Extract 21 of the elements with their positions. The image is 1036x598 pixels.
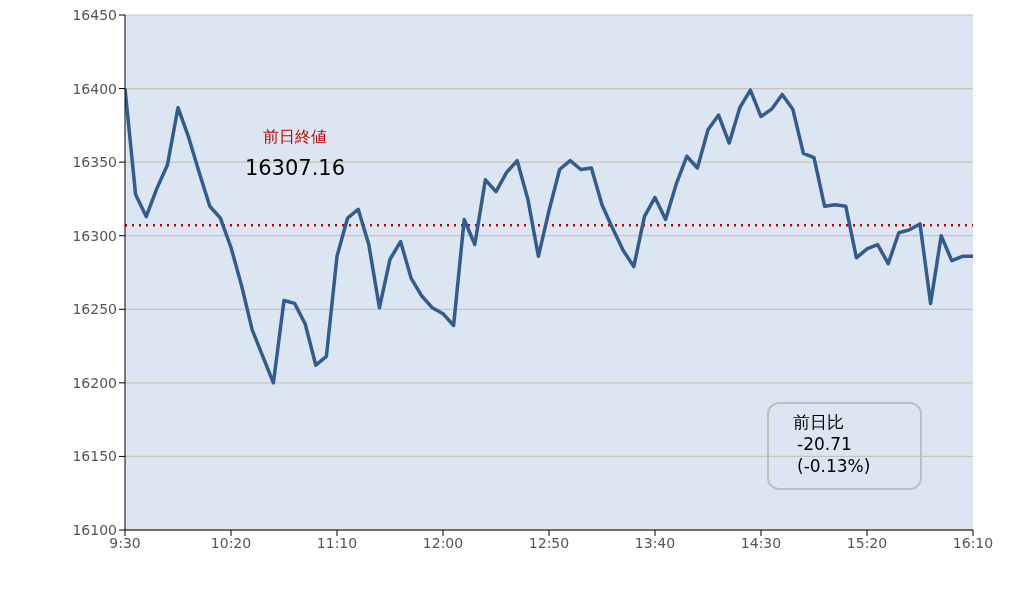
x-tick-label: 10:20 <box>210 534 252 551</box>
x-tick-label: 11:10 <box>316 534 358 551</box>
annotation: (-0.13%) <box>796 455 871 477</box>
line-series <box>125 86 973 385</box>
annotation: 16307.16 <box>244 156 346 181</box>
y-tick-label: 16400 <box>72 80 117 97</box>
y-tick-label: 16250 <box>72 301 117 318</box>
x-tick-label: 15:20 <box>846 534 888 551</box>
x-tick-label: 13:40 <box>634 534 676 551</box>
x-tick-label: 16:10 <box>952 534 994 551</box>
y-tick-label: 16300 <box>72 227 117 244</box>
x-tick-label: 12:00 <box>422 534 464 551</box>
x-tick-label: 14:30 <box>740 534 782 551</box>
x-tick-label: 12:50 <box>528 534 570 551</box>
annotation: -20.71 <box>796 433 853 455</box>
y-tick-label: 16450 <box>72 6 117 23</box>
y-tick-label: 16350 <box>72 154 117 171</box>
y-tick-label: 16150 <box>72 448 117 465</box>
ref-line-label: 前日終値 <box>263 127 327 147</box>
annotation: 前日比 <box>793 411 845 433</box>
y-tick-label: 16200 <box>72 374 117 391</box>
